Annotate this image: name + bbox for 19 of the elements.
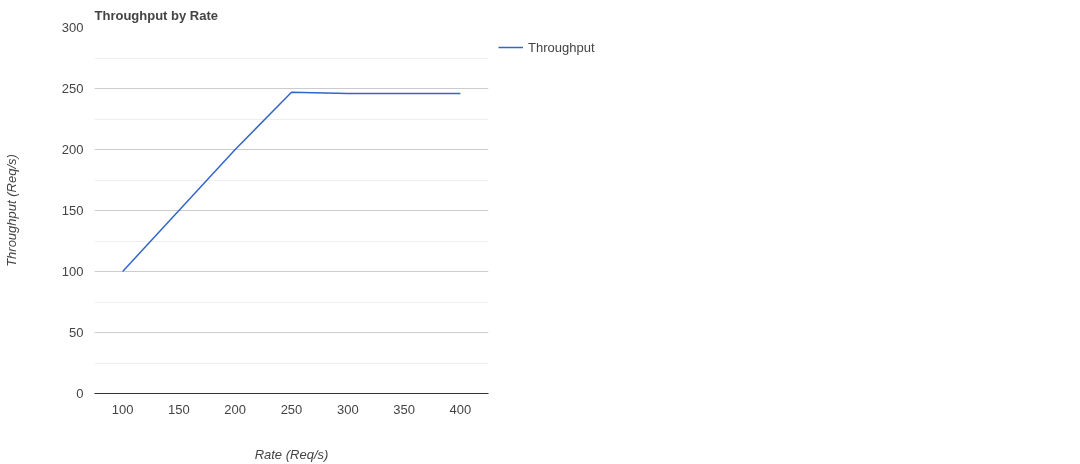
x-tick-label: 150 [168, 401, 190, 417]
x-tick-label: 300 [336, 401, 359, 417]
y-tick-label: 150 [61, 203, 84, 218]
x-axis-title: Rate (Req/s) [254, 446, 329, 462]
y-tick-label: 0 [76, 386, 84, 401]
x-tick-label: 400 [449, 401, 472, 417]
y-tick-label: 200 [61, 142, 84, 157]
legend-label: Throughput [528, 39, 595, 55]
x-tick-label: 100 [111, 401, 134, 417]
y-tick-label: 300 [61, 20, 84, 35]
y-axis-title: Throughput (Req/s) [3, 154, 19, 267]
chart-title: Throughput by Rate [94, 7, 218, 23]
y-tick-label: 50 [69, 325, 84, 340]
x-tick-label: 200 [224, 401, 247, 417]
y-tick-label: 100 [61, 264, 84, 279]
x-tick-label: 250 [280, 401, 303, 417]
y-tick-label: 250 [61, 81, 84, 96]
line-series [121, 91, 462, 273]
x-tick-label: 350 [393, 401, 415, 417]
